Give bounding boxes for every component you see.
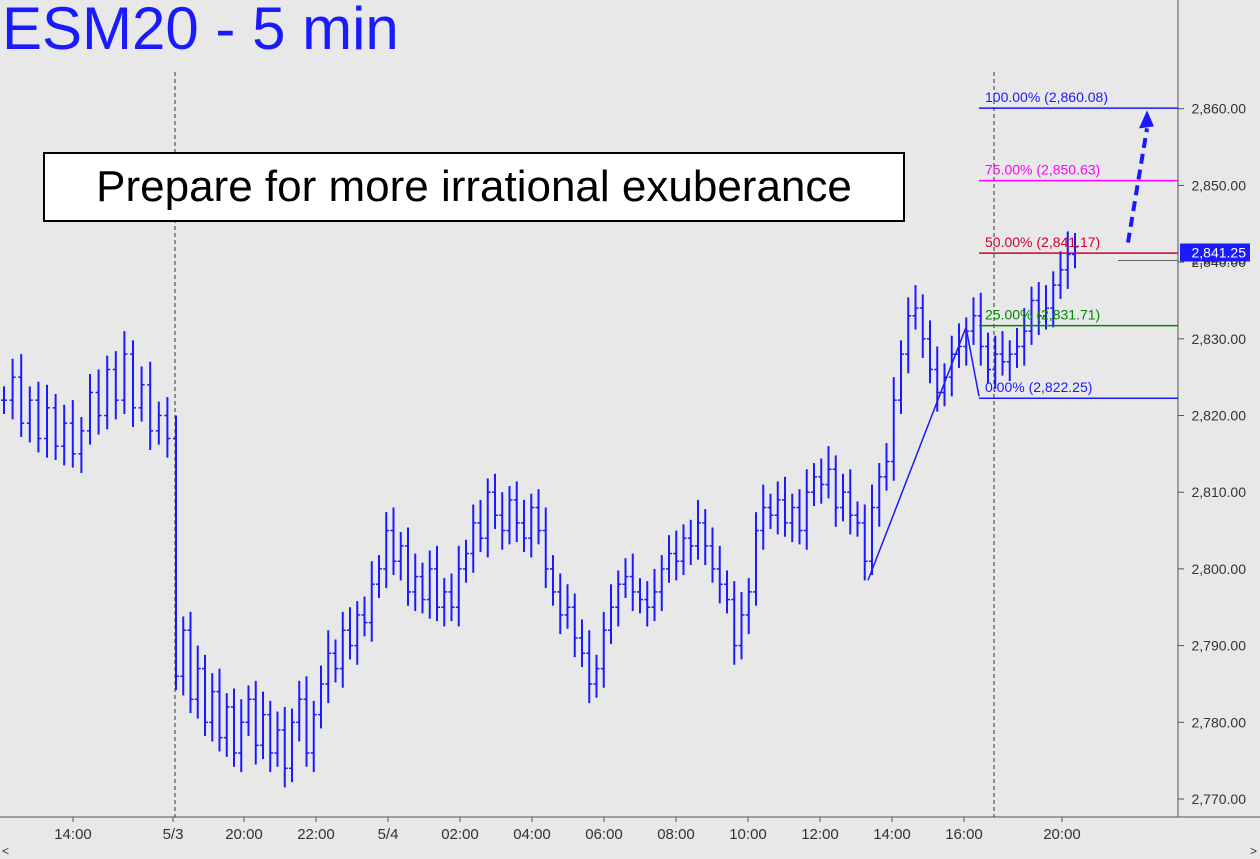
x-tick-label: 20:00 [225,826,263,843]
y-tick-label: 2,780.00 [1192,714,1247,730]
fib-level-label: 0.00% (2,822.25) [985,379,1092,395]
last-price-badge [1180,243,1250,262]
y-tick-label: 2,790.00 [1192,638,1247,654]
x-tick-label: 5/3 [163,826,184,843]
chart-title: ESM20 - 5 min [2,0,399,62]
fib-level-label: 50.00% (2,841.17) [985,234,1100,250]
scroll-right-arrow: > [1250,844,1257,858]
y-tick-label: 2,860.00 [1192,101,1247,117]
fib-level-label: 25.00% (2,831.71) [985,307,1100,323]
x-tick-label: 02:00 [441,826,479,843]
y-tick-label: 2,770.00 [1192,791,1247,807]
x-tick-label: 16:00 [945,826,983,843]
x-tick-label: 12:00 [801,826,839,843]
x-tick-label: 20:00 [1043,826,1081,843]
scroll-left-arrow: < [2,844,9,858]
x-tick-label: 08:00 [657,826,695,843]
y-tick-label: 2,800.00 [1192,561,1247,577]
fib-level-label: 100.00% (2,860.08) [985,89,1108,105]
y-tick-label: 2,820.00 [1192,408,1247,424]
price-bars [1,231,1078,788]
x-tick-label: 14:00 [54,826,92,843]
pattern-line [867,324,980,581]
projection-arrowhead [1139,110,1154,129]
y-tick-label: 2,850.00 [1192,177,1247,193]
x-tick-label: 14:00 [873,826,911,843]
y-tick-label: 2,810.00 [1192,484,1247,500]
last-price-label: 2,841.25 [1192,245,1247,261]
x-tick-label: 04:00 [513,826,551,843]
annotation-box: Prepare for more irrational exuberance [43,152,905,222]
x-tick-label: 22:00 [297,826,335,843]
x-tick-label: 10:00 [729,826,767,843]
fib-level-label: 75.00% (2,850.63) [985,162,1100,178]
y-tick-label: 2,830.00 [1192,331,1247,347]
x-tick-label: 06:00 [585,826,623,843]
projection-arrow [1126,128,1149,243]
x-tick-label: 5/4 [378,826,399,843]
